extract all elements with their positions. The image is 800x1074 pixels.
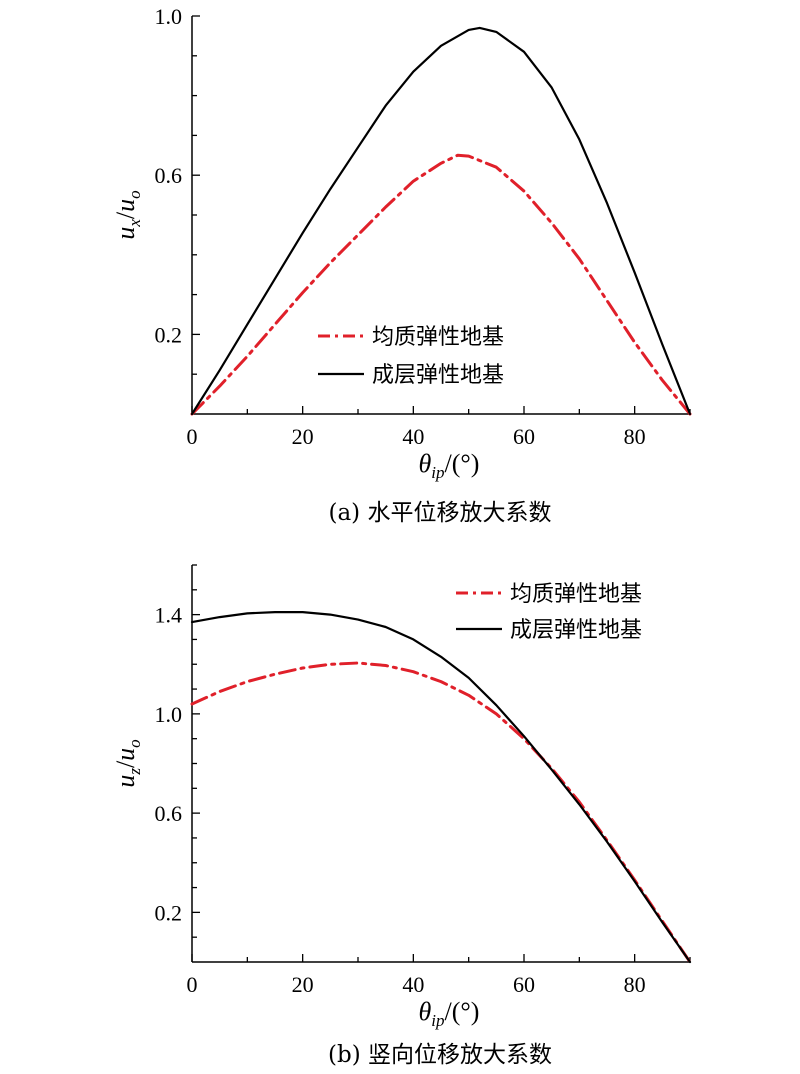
series-line-layered <box>190 26 692 416</box>
y-tick-label: 1.0 <box>155 4 183 29</box>
y-axis-label: ux/uo <box>111 190 144 239</box>
x-tick-label: 0 <box>187 424 198 449</box>
x-tick-label: 20 <box>292 424 314 449</box>
x-tick-label: 40 <box>402 972 424 997</box>
y-axis-label: uz/uo <box>111 739 144 787</box>
x-tick-label: 60 <box>513 972 535 997</box>
y-tick-label: 0.2 <box>155 900 183 925</box>
x-tick-label: 80 <box>624 424 646 449</box>
legend-label: 均质弹性地基 <box>372 325 504 350</box>
x-tick-label: 0 <box>187 972 198 997</box>
y-tick-label: 0.6 <box>155 163 183 188</box>
x-tick-label: 80 <box>624 972 646 997</box>
series-line-homogeneous <box>190 153 692 416</box>
x-tick-label: 40 <box>402 424 424 449</box>
y-tick-label: 1.4 <box>155 603 183 628</box>
x-tick-label: 60 <box>513 424 535 449</box>
y-tick-label: 0.6 <box>155 801 183 826</box>
y-tick-label: 1.0 <box>155 702 183 727</box>
x-axis-label: θip/(°) <box>419 997 480 1030</box>
legend-label: 成层弹性地基 <box>372 363 504 388</box>
legend-label: 成层弹性地基 <box>510 618 642 643</box>
chart-caption: (b) 竖向位移放大系数 <box>328 1042 552 1068</box>
series-line-layered <box>190 610 692 964</box>
legend-label: 均质弹性地基 <box>510 582 642 607</box>
y-tick-label: 0.2 <box>155 322 183 347</box>
chart-caption: (a) 水平位移放大系数 <box>329 500 552 526</box>
x-axis-label: θip/(°) <box>419 449 480 482</box>
series-line-homogeneous <box>190 661 692 964</box>
x-tick-label: 20 <box>292 972 314 997</box>
